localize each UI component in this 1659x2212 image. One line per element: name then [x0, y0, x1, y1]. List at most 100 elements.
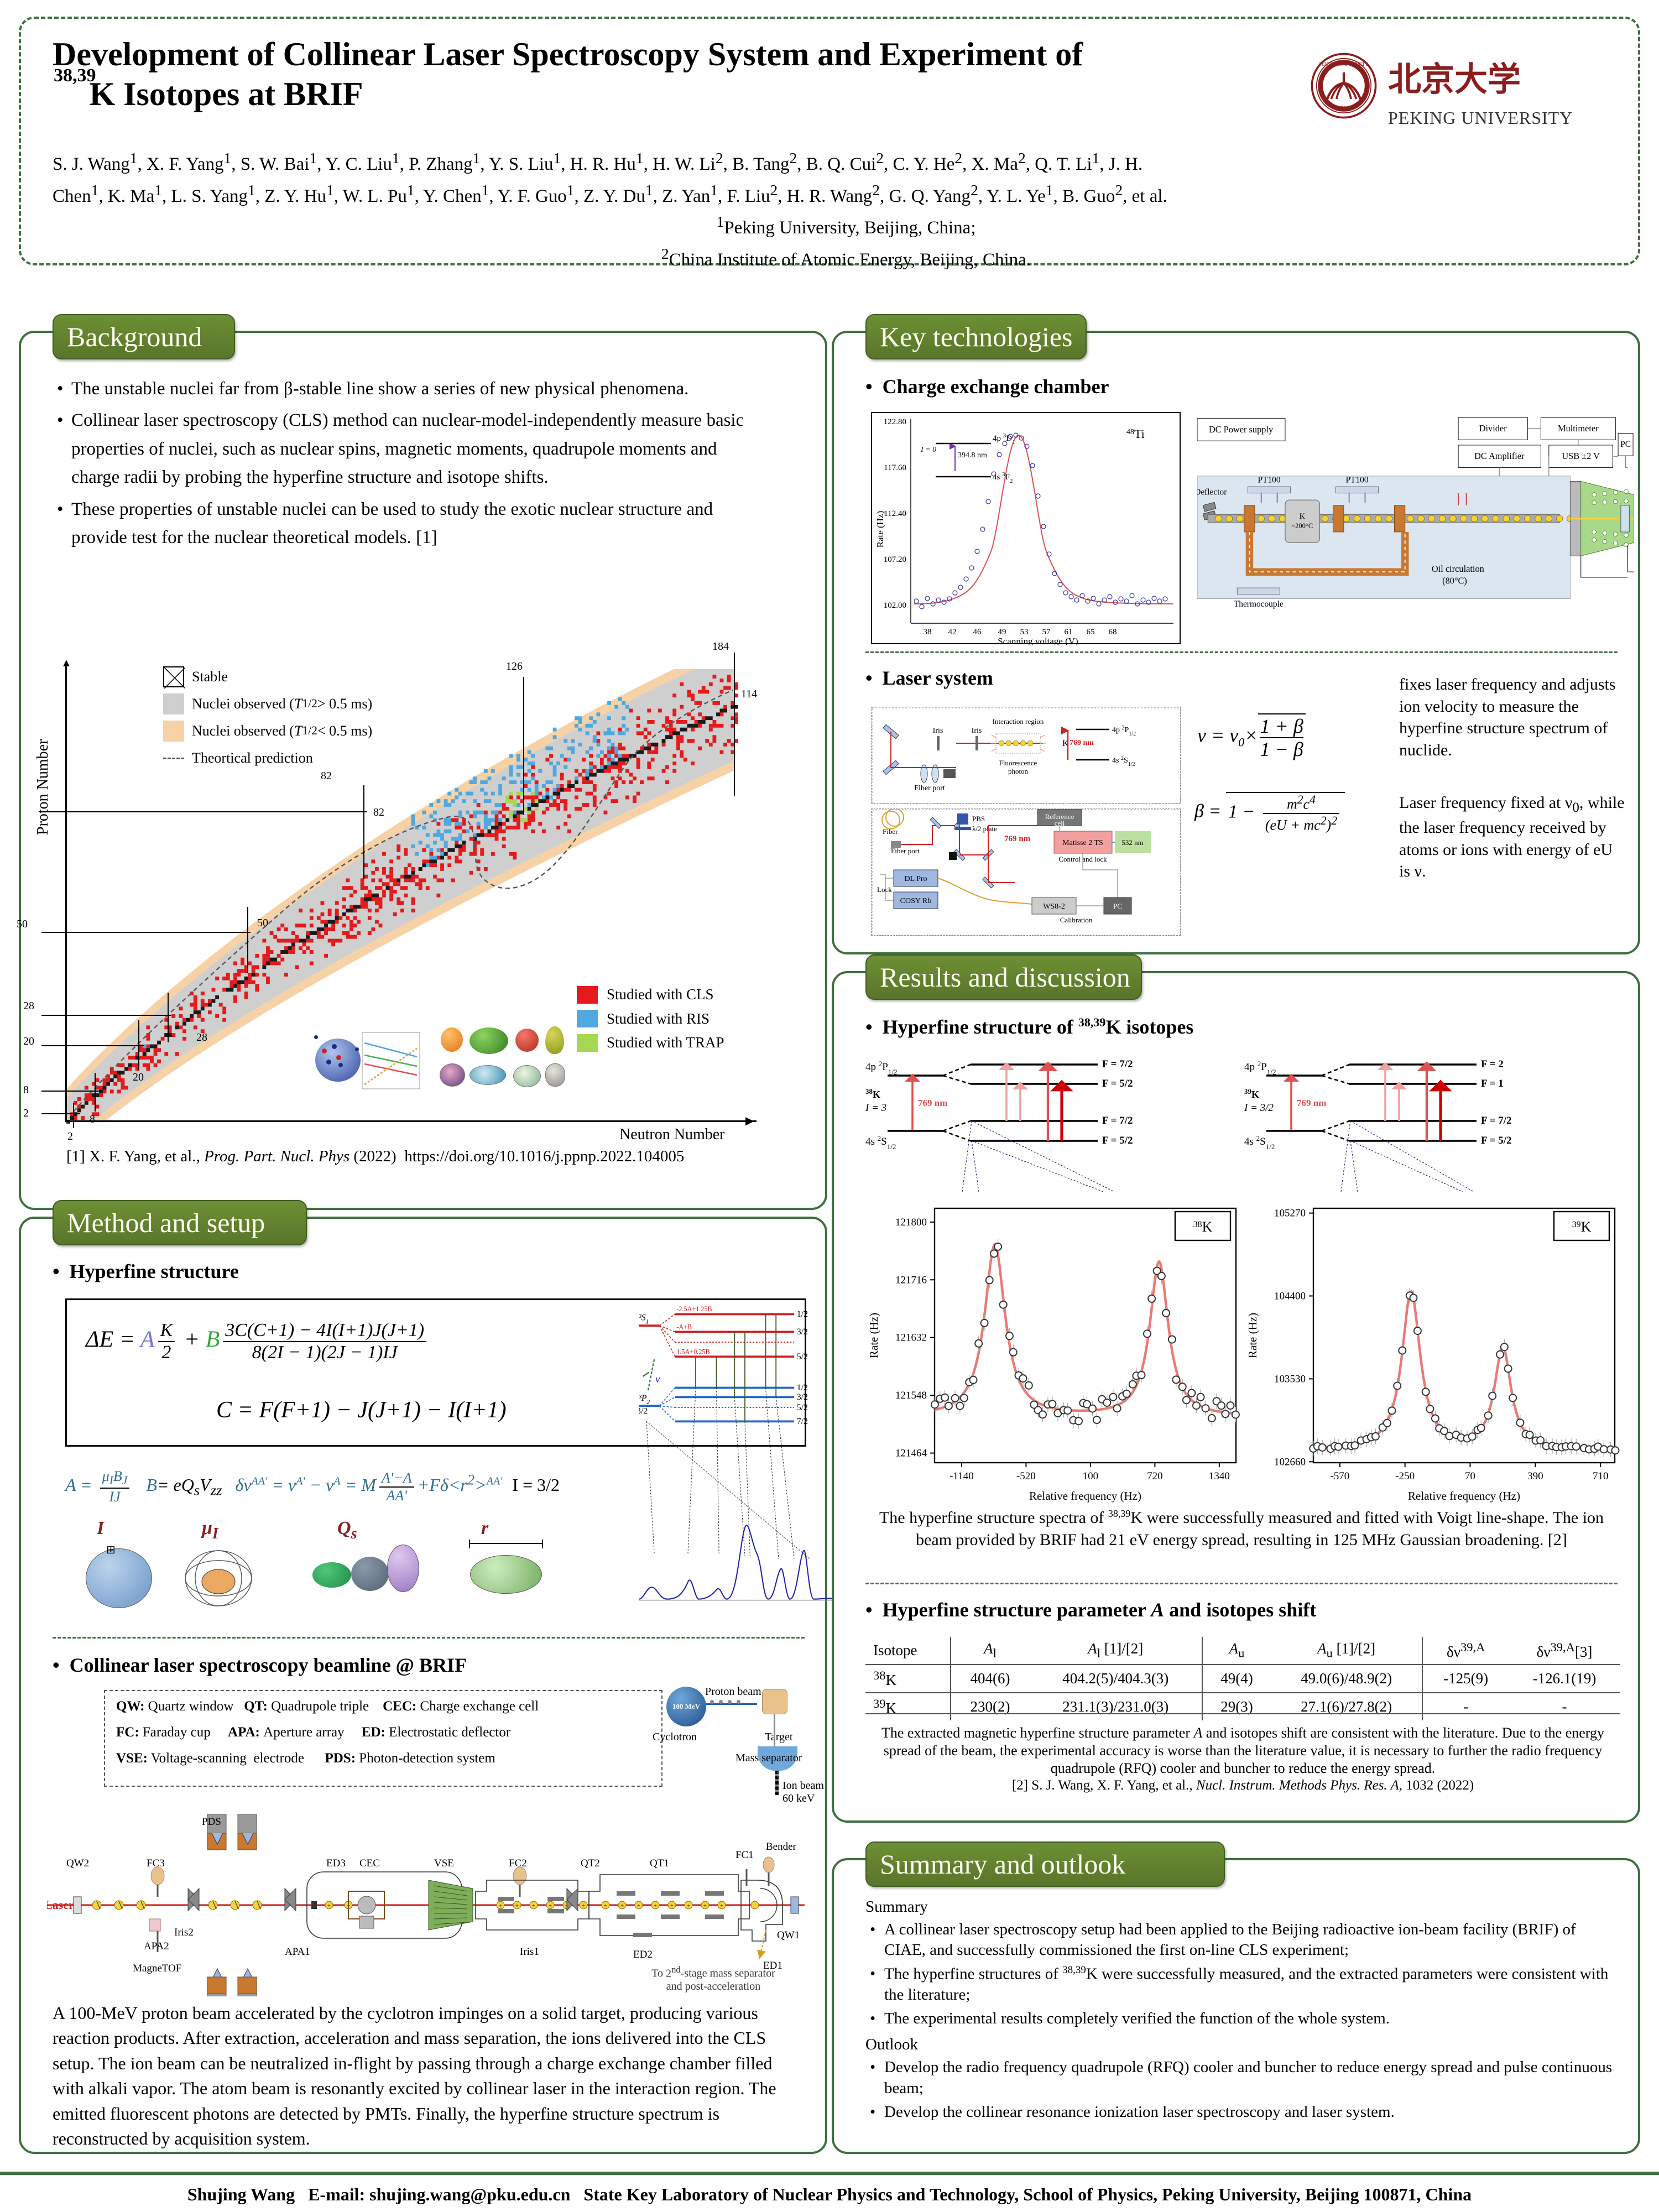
- svg-text:I = 3/2: I = 3/2: [639, 1406, 648, 1416]
- svg-text:1/2: 1/2: [797, 1383, 808, 1392]
- svg-text:QW2: QW2: [66, 1858, 89, 1869]
- svg-text:Laser: Laser: [47, 1898, 74, 1912]
- svg-text:5/2: 5/2: [797, 1352, 808, 1361]
- svg-text:VSE: VSE: [434, 1858, 454, 1869]
- svg-text:4s 2S1/2: 4s 2S1/2: [865, 1134, 896, 1151]
- svg-text:394.8 nm: 394.8 nm: [958, 451, 987, 460]
- svg-text:Oil circulation: Oil circulation: [1432, 564, 1484, 574]
- svg-text:4p 2P1/2: 4p 2P1/2: [865, 1060, 897, 1076]
- svg-text:PEKING UNIVERSITY: PEKING UNIVERSITY: [1319, 61, 1369, 67]
- svg-text:Rate (Hz): Rate (Hz): [867, 1313, 880, 1358]
- svg-text:105270: 105270: [1274, 1208, 1306, 1219]
- svg-text:ν: ν: [655, 1374, 660, 1385]
- svg-text:769 nm: 769 nm: [1004, 834, 1031, 843]
- svg-text:ED3: ED3: [326, 1858, 346, 1869]
- svg-text:532 nm: 532 nm: [1121, 838, 1143, 847]
- svg-text:COSY Rb: COSY Rb: [900, 897, 932, 905]
- svg-text:769 nm: 769 nm: [1297, 1098, 1326, 1108]
- svg-text:Calibration: Calibration: [1060, 916, 1093, 924]
- svg-text:104400: 104400: [1274, 1291, 1306, 1302]
- svg-text:I = 0: I = 0: [920, 446, 936, 454]
- svg-text:+: +: [327, 1902, 331, 1909]
- svg-text:107.20: 107.20: [884, 555, 906, 564]
- svg-text:121464: 121464: [895, 1448, 927, 1459]
- svg-text:FC2: FC2: [509, 1858, 527, 1869]
- svg-text:65: 65: [1087, 628, 1095, 637]
- svg-text:7/2: 7/2: [797, 1417, 808, 1426]
- svg-text:1/2: 1/2: [797, 1310, 808, 1319]
- svg-text:QT2: QT2: [581, 1858, 600, 1869]
- svg-text:121800: 121800: [895, 1217, 927, 1228]
- svg-text:+: +: [670, 1902, 674, 1909]
- svg-text:+: +: [582, 1902, 585, 1909]
- svg-text:121632: 121632: [895, 1332, 927, 1344]
- svg-text:769 nm: 769 nm: [1070, 739, 1094, 747]
- svg-text:39K: 39K: [1244, 1087, 1259, 1100]
- svg-text:-250: -250: [1395, 1470, 1415, 1482]
- svg-text:³S1: ³S1: [639, 1313, 649, 1326]
- svg-text:+: +: [604, 1902, 607, 1909]
- svg-text:CEC: CEC: [359, 1858, 380, 1869]
- svg-text:³P2: ³P2: [639, 1394, 650, 1406]
- svg-text:+: +: [499, 1902, 502, 1909]
- svg-text:3/2: 3/2: [797, 1327, 808, 1337]
- svg-text:PT100: PT100: [1258, 475, 1281, 484]
- svg-text:+: +: [720, 1902, 723, 1909]
- svg-text:49: 49: [998, 628, 1006, 637]
- svg-text:QW1: QW1: [777, 1929, 800, 1941]
- svg-text:Iris: Iris: [972, 727, 982, 735]
- svg-text:Deflector: Deflector: [1197, 488, 1227, 497]
- svg-text:(80°C): (80°C): [1442, 575, 1467, 586]
- svg-text:FC1: FC1: [735, 1849, 754, 1861]
- svg-text:1898: 1898: [1338, 105, 1350, 111]
- svg-text:121716: 121716: [895, 1274, 927, 1286]
- svg-text:PC: PC: [1113, 902, 1122, 910]
- svg-text:QT1: QT1: [650, 1858, 669, 1869]
- svg-text:DC Amplifier: DC Amplifier: [1474, 451, 1525, 461]
- svg-text:390: 390: [1527, 1470, 1543, 1482]
- svg-text:Interaction region: Interaction region: [993, 717, 1044, 726]
- svg-text:Lock: Lock: [877, 885, 892, 894]
- svg-text:+: +: [532, 1902, 535, 1909]
- svg-text:USB ±2 V: USB ±2 V: [1562, 451, 1600, 461]
- svg-text:DL Pro: DL Pro: [904, 875, 927, 883]
- svg-text:PC: PC: [1620, 440, 1631, 449]
- svg-text:103530: 103530: [1274, 1373, 1306, 1385]
- svg-text:PBS: PBS: [972, 815, 985, 823]
- svg-text:Fluorescence: Fluorescence: [999, 759, 1037, 767]
- svg-text:4s 2S1/2: 4s 2S1/2: [1112, 755, 1135, 768]
- svg-text:57: 57: [1042, 628, 1051, 637]
- svg-text:+: +: [637, 1902, 640, 1909]
- svg-text:Relative frequency (Hz): Relative frequency (Hz): [1408, 1489, 1520, 1503]
- svg-text:DC Power supply: DC Power supply: [1209, 424, 1274, 435]
- svg-text:Matisse 2 TS: Matisse 2 TS: [1062, 839, 1103, 847]
- svg-text:1.5A+0.25B: 1.5A+0.25B: [676, 1348, 709, 1356]
- svg-text:photon: photon: [1008, 767, 1029, 775]
- svg-text:102.00: 102.00: [884, 601, 906, 610]
- svg-text:42: 42: [948, 628, 957, 637]
- svg-text:Relative frequency (Hz): Relative frequency (Hz): [1029, 1489, 1141, 1503]
- svg-text:46: 46: [973, 628, 982, 637]
- svg-text:F = 7/2: F = 7/2: [1102, 1115, 1133, 1126]
- svg-text:+: +: [654, 1902, 657, 1909]
- svg-text:PDS: PDS: [202, 1816, 221, 1828]
- svg-text:-520: -520: [1016, 1470, 1036, 1482]
- svg-text:769 nm: 769 nm: [918, 1098, 947, 1108]
- svg-text:+: +: [620, 1902, 624, 1909]
- svg-text:38K: 38K: [865, 1087, 880, 1100]
- svg-text:Iris: Iris: [933, 727, 943, 735]
- svg-text:APA1: APA1: [285, 1946, 310, 1958]
- svg-text:F = 7/2: F = 7/2: [1481, 1115, 1512, 1126]
- svg-text:-570: -570: [1330, 1470, 1349, 1482]
- svg-text:F = 7/2: F = 7/2: [1102, 1058, 1133, 1070]
- svg-text:Rate (Hz): Rate (Hz): [875, 511, 885, 548]
- svg-text:-2.5A+1.25B: -2.5A+1.25B: [676, 1305, 712, 1313]
- svg-text:APA2: APA2: [144, 1940, 169, 1952]
- svg-text:I = 3: I = 3: [865, 1102, 886, 1114]
- svg-text:5/2: 5/2: [797, 1403, 808, 1412]
- svg-text:4p 2P1/2: 4p 2P1/2: [1244, 1060, 1276, 1076]
- svg-text:F = 5/2: F = 5/2: [1481, 1135, 1512, 1146]
- svg-text:+: +: [549, 1902, 552, 1909]
- svg-text:FC3: FC3: [147, 1858, 165, 1869]
- svg-text:-1140: -1140: [950, 1470, 974, 1482]
